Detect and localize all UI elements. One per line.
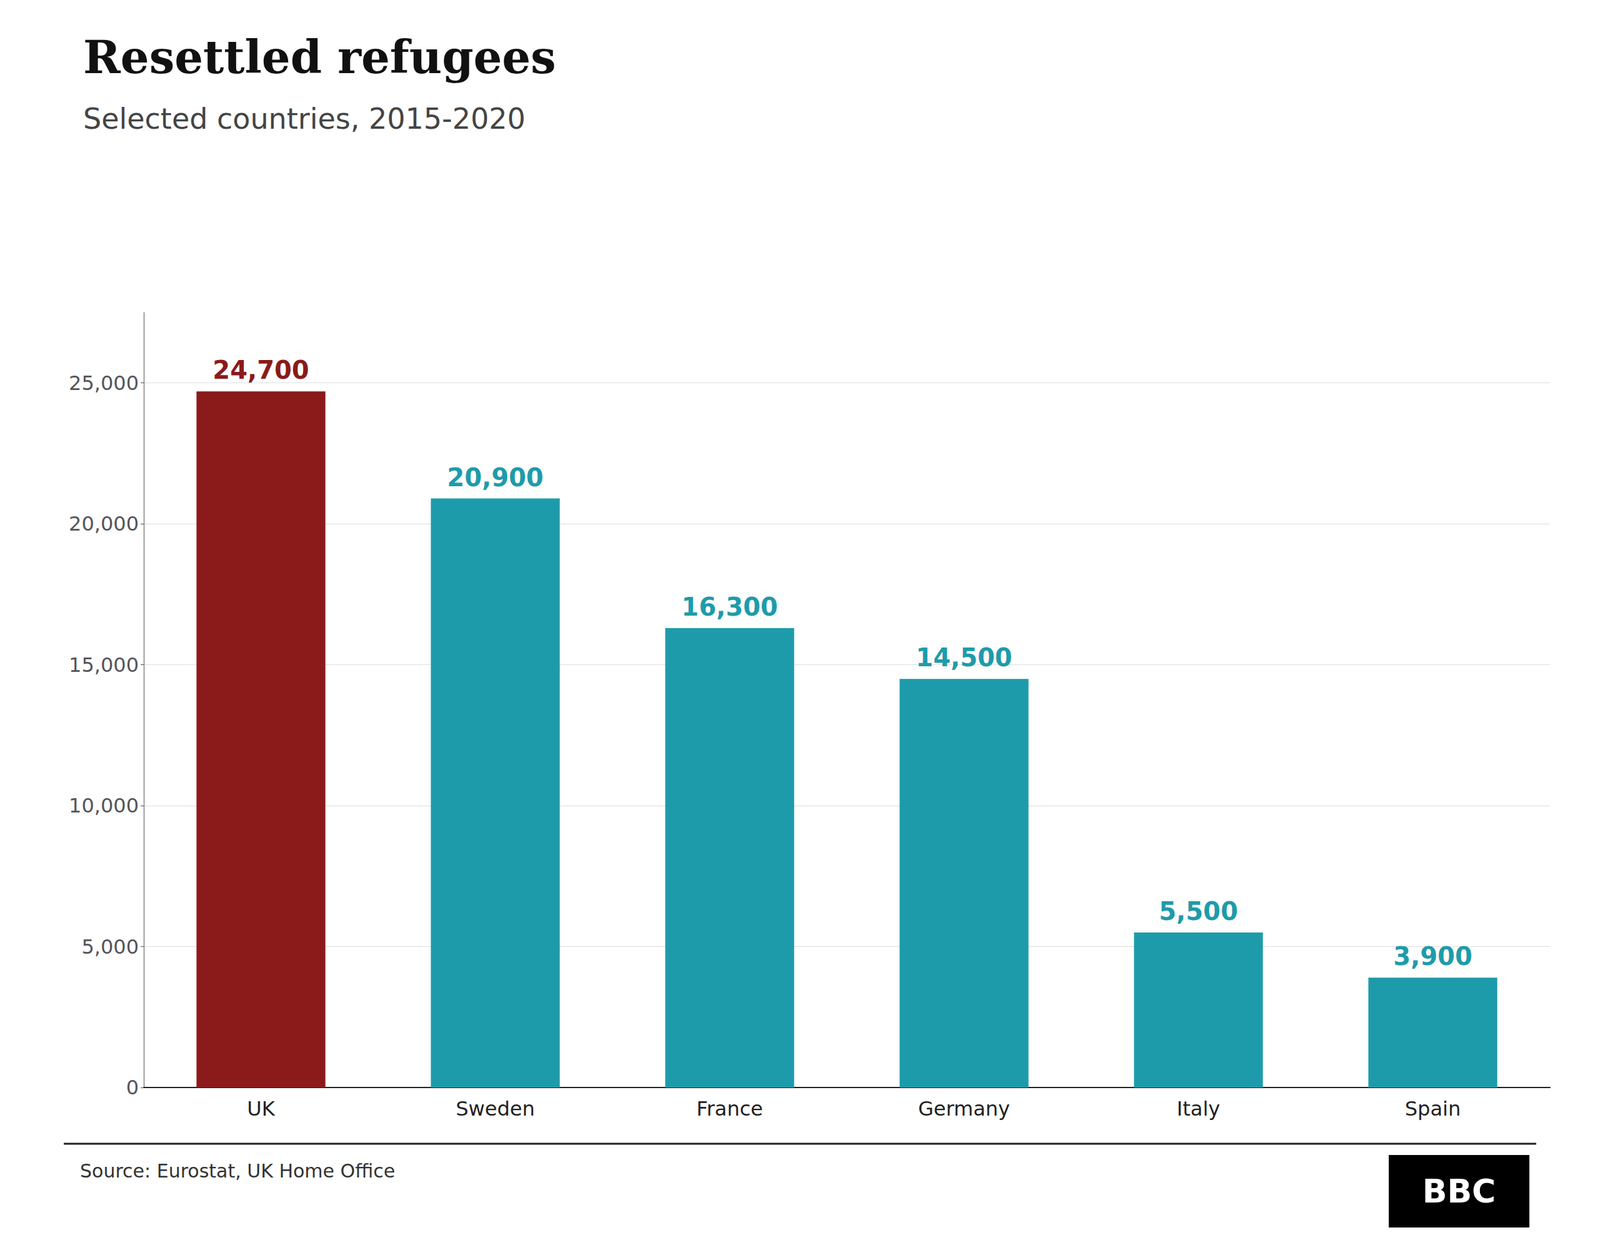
svg-text:Spain: Spain — [1405, 1096, 1461, 1121]
svg-text:20,900: 20,900 — [446, 463, 544, 492]
svg-text:UK: UK — [246, 1096, 275, 1121]
svg-text:10,000: 10,000 — [68, 793, 139, 818]
svg-text:5,000: 5,000 — [81, 935, 139, 959]
svg-text:0: 0 — [126, 1075, 139, 1100]
svg-text:20,000: 20,000 — [68, 511, 139, 536]
svg-text:Resettled refugees: Resettled refugees — [83, 30, 557, 84]
svg-text:Germany: Germany — [918, 1096, 1010, 1121]
svg-text:France: France — [696, 1096, 763, 1121]
svg-text:Source: Eurostat, UK Home Offi: Source: Eurostat, UK Home Office — [80, 1160, 395, 1182]
svg-text:15,000: 15,000 — [68, 653, 139, 677]
svg-text:Sweden: Sweden — [455, 1096, 535, 1121]
svg-text:3,900: 3,900 — [1393, 941, 1473, 971]
svg-text:14,500: 14,500 — [915, 643, 1012, 672]
svg-text:16,300: 16,300 — [681, 592, 778, 622]
svg-text:5,500: 5,500 — [1158, 896, 1239, 926]
svg-text:Selected countries, 2015-2020: Selected countries, 2015-2020 — [83, 101, 526, 136]
svg-text:25,000: 25,000 — [68, 371, 139, 395]
svg-text:BBC: BBC — [1422, 1172, 1496, 1210]
svg-text:Italy: Italy — [1176, 1096, 1220, 1121]
svg-text:24,700: 24,700 — [212, 355, 309, 385]
